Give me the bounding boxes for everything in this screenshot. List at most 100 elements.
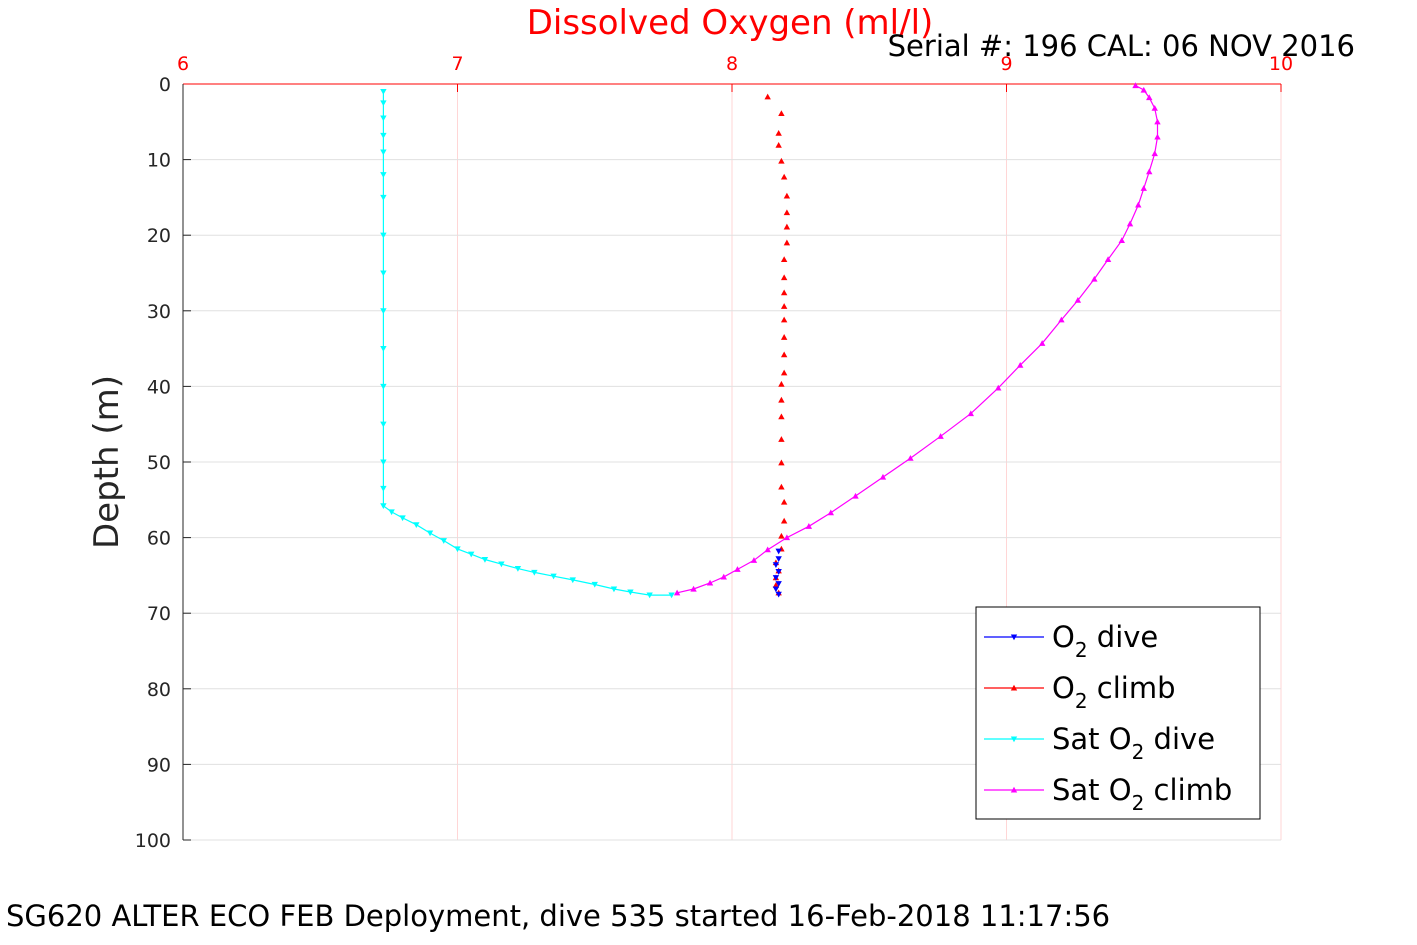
sat-o2-climb-point — [1140, 86, 1147, 93]
x-tick-label: 7 — [451, 53, 463, 75]
o2-dive-point — [775, 581, 782, 587]
sat-o2-dive-point — [413, 522, 420, 528]
o2-climb-point — [778, 483, 785, 490]
sat-o2-climb-line — [676, 84, 1159, 594]
sat-o2-dive-point — [380, 270, 387, 277]
o2-dive-point — [775, 548, 782, 555]
o2-climb-point — [780, 351, 788, 358]
sat-o2-climb-point — [1074, 297, 1082, 303]
sat-o2-dive-point — [380, 383, 387, 390]
y-tick-label: 30 — [147, 301, 171, 323]
sat-o2-climb-point — [1151, 150, 1158, 157]
series-o2-climb — [764, 93, 791, 596]
legend-marker — [1010, 684, 1018, 691]
o2-dive-point — [772, 562, 780, 569]
x-tick-label: 6 — [177, 53, 189, 75]
o2-climb-point — [778, 110, 785, 117]
legend-box — [975, 606, 1261, 820]
sat-o2-climb-point — [805, 523, 813, 529]
o2-climb-point — [778, 157, 785, 164]
sat-o2-dive-point — [380, 132, 387, 139]
sat-o2-climb-point — [1146, 168, 1153, 175]
y-tick-label: 40 — [147, 376, 171, 398]
sat-o2-climb-point — [995, 384, 1002, 391]
sat-o2-climb-point — [1132, 82, 1139, 89]
sat-o2-dive-point — [380, 421, 387, 428]
sat-o2-climb-point — [1154, 133, 1161, 140]
sat-o2-dive-point — [646, 592, 653, 599]
sat-o2-dive-point — [514, 566, 522, 572]
y-tick-label: 60 — [147, 528, 171, 550]
sat-o2-dive-point — [380, 172, 387, 178]
sat-o2-dive-point — [668, 592, 675, 599]
legend-label: Sat O2 climb — [1052, 773, 1232, 815]
sat-o2-dive-point — [569, 577, 576, 584]
o2-climb-point — [778, 436, 785, 442]
sat-o2-climb-point — [1140, 185, 1147, 191]
sat-o2-dive-point — [610, 586, 618, 593]
sat-o2-dive-line — [382, 91, 672, 596]
o2-climb-point — [780, 498, 788, 505]
sat-o2-climb-point — [1017, 362, 1024, 368]
sat-o2-climb-point — [907, 455, 914, 461]
legend-marker — [1010, 786, 1018, 793]
sat-o2-dive-point — [380, 308, 387, 314]
sat-o2-climb-point — [1135, 201, 1142, 208]
sat-o2-dive-point — [380, 194, 387, 201]
sat-o2-climb-point — [1126, 220, 1134, 227]
sat-o2-climb-point — [879, 473, 887, 480]
o2-dive-point — [772, 586, 780, 593]
y-tick-label: 10 — [147, 150, 171, 172]
series-sat-o2-dive — [380, 89, 675, 599]
o2-climb-point — [780, 274, 788, 281]
series-sat-o2-climb — [673, 82, 1161, 596]
o2-climb-point — [783, 192, 791, 199]
sat-o2-dive-point — [440, 538, 447, 544]
legend-label: O2 climb — [1052, 671, 1176, 713]
y-tick-label: 100 — [135, 830, 171, 852]
sat-o2-climb-point — [706, 579, 714, 586]
o2-dive-point — [775, 591, 782, 598]
sat-o2-climb-point — [967, 410, 975, 417]
x-tick-label: 10 — [1269, 53, 1293, 75]
sat-o2-climb-point — [1151, 104, 1158, 111]
sat-o2-dive-point — [550, 573, 557, 580]
legend-marker — [1010, 634, 1018, 641]
sat-o2-dive-point — [388, 509, 395, 516]
o2-climb-point — [778, 532, 785, 539]
sat-o2-dive-point — [481, 556, 489, 563]
sat-o2-dive-point — [380, 100, 387, 107]
plot-area — [380, 82, 1161, 599]
sat-o2-climb-point — [1058, 316, 1065, 323]
legend-label: Sat O2 dive — [1052, 722, 1215, 764]
sat-o2-climb-point — [1118, 237, 1125, 244]
sat-o2-climb-point — [673, 589, 681, 596]
y-axis-label: Depth (m) — [87, 375, 127, 549]
sat-o2-dive-point — [627, 589, 634, 596]
y-tick-label: 80 — [147, 679, 171, 701]
o2-climb-point — [780, 369, 788, 376]
sat-o2-dive-point — [468, 551, 475, 558]
series-o2-dive — [772, 548, 782, 598]
o2-dive-point — [775, 556, 782, 562]
sat-o2-climb-point — [827, 509, 835, 516]
o2-climb-point — [780, 289, 788, 296]
y-tick-label: 70 — [147, 603, 171, 625]
sat-o2-dive-point — [399, 515, 406, 522]
sat-o2-climb-point — [1038, 340, 1046, 346]
sat-o2-dive-point — [454, 546, 461, 553]
sat-o2-climb-point — [783, 534, 791, 541]
o2-climb-point — [778, 380, 785, 387]
sat-o2-climb-point — [1146, 94, 1153, 101]
x-tick-label: 8 — [726, 53, 738, 75]
legend-label: O2 dive — [1052, 620, 1158, 662]
o2-climb-point — [775, 142, 782, 148]
o2-climb-point — [780, 303, 788, 309]
sat-o2-climb-point — [734, 566, 741, 572]
sat-o2-dive-point — [380, 149, 387, 156]
sat-o2-dive-point — [498, 561, 505, 568]
o2-climb-point — [783, 209, 791, 216]
sat-o2-dive-point — [380, 459, 387, 466]
sat-o2-dive-point — [380, 485, 387, 492]
